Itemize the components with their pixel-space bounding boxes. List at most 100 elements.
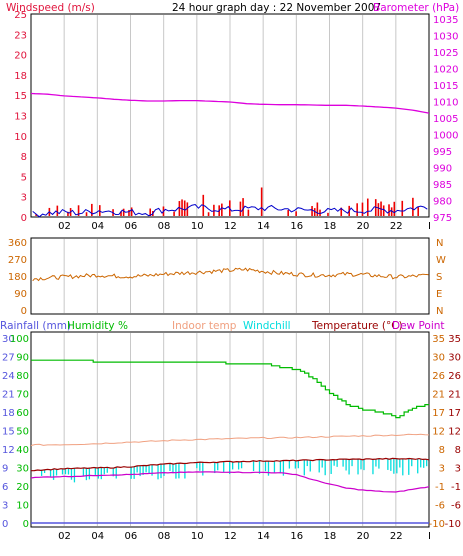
- wind-gust-bar: [149, 208, 152, 216]
- x-tick-label: I: [428, 531, 431, 542]
- wind-gust-bar: [366, 198, 369, 216]
- windchill-title: Windchill: [243, 320, 291, 332]
- compass-tick-label: E: [436, 289, 442, 300]
- indoor-temp-line: [30, 433, 430, 446]
- wind-gust-bar: [120, 211, 122, 216]
- rainfall-tick-label: 30: [2, 334, 15, 345]
- wind-gust-bar: [295, 211, 297, 216]
- barometer-axis-title: Barometer (hPa): [373, 2, 459, 14]
- rainfall-tick-label: 0: [2, 519, 8, 530]
- x-tick-label: 04: [91, 221, 104, 232]
- humidity-tick-label: 80: [16, 371, 29, 382]
- graph-title: 24 hour graph day : 22 November 2007: [172, 2, 381, 14]
- wind-gust-bar: [178, 201, 181, 216]
- x-tick-label: 22: [390, 531, 403, 542]
- temperature-tick-label-inner: 30: [432, 353, 445, 364]
- wind-gust-bar: [287, 210, 289, 216]
- rainfall-tick-label: 9: [2, 464, 8, 475]
- barometer-tick-label: 1025: [433, 48, 458, 59]
- rainfall-axis-title: Rainfall (mm): [0, 320, 71, 332]
- x-tick-label: 14: [257, 531, 270, 542]
- wind-gust-bar: [340, 207, 343, 216]
- wind-gust-bar: [207, 212, 210, 216]
- temperature-tick-label-outer: 35: [448, 334, 461, 345]
- barometer-tick-label: 1010: [433, 98, 458, 109]
- temperature-tick-label-outer: -6: [451, 501, 461, 512]
- humidity-tick-label: 60: [16, 408, 29, 419]
- wind-gust-bar: [122, 208, 125, 216]
- x-tick-label: 18: [324, 221, 337, 232]
- barometer-tick-label: 1005: [433, 114, 458, 125]
- wind-gust-bar: [173, 211, 175, 216]
- wind-gust-bar: [247, 209, 250, 216]
- wind-gust-bar: [382, 205, 385, 216]
- temperature-tick-label-outer: -1: [451, 482, 461, 493]
- wind-gust-bar: [213, 204, 215, 216]
- wind-gust-bar: [417, 207, 419, 216]
- indoor-temp-title: Indoor temp: [172, 320, 237, 332]
- temperature-axis-title: Temperature (°C): [311, 320, 403, 332]
- rainfall-tick-label: 3: [2, 501, 8, 512]
- wind-gust-bar: [67, 211, 69, 216]
- humidity-tick-label: 30: [16, 464, 29, 475]
- windspeed-tick-label: 10: [14, 132, 27, 143]
- barometer-tick-label: 980: [433, 197, 452, 208]
- windspeed-tick-label: 13: [14, 112, 27, 123]
- wind-gust-bar: [377, 203, 380, 216]
- rainfall-tick-label: 18: [2, 408, 15, 419]
- wind-direction-line: [32, 267, 429, 282]
- humidity-tick-label: 100: [10, 334, 29, 345]
- x-tick-label: 20: [357, 531, 370, 542]
- wind-gust-bar: [356, 203, 358, 216]
- x-tick-label: I: [428, 221, 431, 232]
- direction-tick-label: 90: [14, 289, 27, 300]
- direction-tick-label: 360: [8, 238, 27, 249]
- wind-gust-bar: [77, 205, 80, 216]
- windspeed-tick-label: 0: [21, 213, 27, 224]
- wind-gust-bar: [221, 203, 223, 216]
- direction-tick-label: 0: [21, 306, 27, 317]
- compass-tick-label: W: [436, 255, 446, 266]
- direction-tick-label: 180: [8, 272, 27, 283]
- wind-gust-bar: [56, 205, 59, 216]
- wind-gust-bar: [242, 198, 244, 216]
- rainfall-tick-label: 27: [2, 353, 15, 364]
- rainfall-tick-label: 6: [2, 482, 8, 493]
- temperature-tick-label-outer: 12: [448, 427, 461, 438]
- rainfall-tick-label: 24: [2, 371, 15, 382]
- windspeed-tick-label: 23: [14, 30, 27, 41]
- compass-tick-label: N: [436, 306, 443, 317]
- windspeed-tick-label: 18: [14, 71, 27, 82]
- wind-gust-bar: [260, 187, 263, 216]
- wind-gust-bar: [316, 202, 319, 216]
- temperature-tick-label-outer: 26: [448, 371, 461, 382]
- x-tick-label: 04: [91, 531, 104, 542]
- wind-gust-bar: [361, 202, 364, 216]
- rainfall-tick-label: 21: [2, 390, 15, 401]
- temperature-tick-label-inner: 35: [432, 334, 445, 345]
- temperature-tick-label-inner: -10: [429, 519, 445, 530]
- barometer-tick-label: 1030: [433, 32, 458, 43]
- x-tick-label: 08: [158, 531, 171, 542]
- x-tick-label: 14: [257, 221, 270, 232]
- temperature-tick-label-outer: 3: [455, 464, 461, 475]
- temperature-tick-label-inner: 12: [432, 427, 445, 438]
- x-tick-label: 10: [191, 531, 204, 542]
- wind-gust-bar: [35, 214, 37, 216]
- humidity-axis-title: Humidity %: [67, 320, 128, 332]
- barometer-tick-label: 1015: [433, 81, 458, 92]
- x-tick-label: 16: [290, 531, 303, 542]
- humidity-tick-label: 90: [16, 353, 29, 364]
- x-tick-label: 10: [191, 221, 204, 232]
- windspeed-tick-label: 8: [21, 152, 27, 163]
- wind-gust-bar: [239, 201, 242, 216]
- compass-tick-label: S: [436, 272, 442, 283]
- x-tick-label: 12: [224, 531, 237, 542]
- temperature-tick-label-inner: 8: [439, 445, 445, 456]
- barometer-tick-label: 995: [433, 147, 452, 158]
- x-tick-label: 06: [125, 221, 138, 232]
- windspeed-tick-label: 20: [14, 51, 27, 62]
- x-tick-label: 16: [290, 221, 303, 232]
- wind-gust-bar: [130, 207, 133, 216]
